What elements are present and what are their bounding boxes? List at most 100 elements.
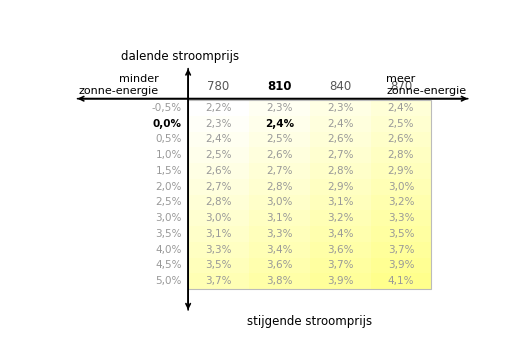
Text: 3,1%: 3,1% <box>266 213 293 223</box>
Bar <box>188 242 249 257</box>
Text: 3,3%: 3,3% <box>266 229 293 239</box>
Text: 4,0%: 4,0% <box>155 244 182 255</box>
Bar <box>249 116 310 132</box>
Text: 780: 780 <box>207 80 230 93</box>
Bar <box>188 132 249 147</box>
Bar <box>371 179 431 194</box>
Bar <box>371 257 431 273</box>
Text: stijgende stroomprijs: stijgende stroomprijs <box>247 315 372 328</box>
Bar <box>371 100 431 116</box>
Bar <box>310 194 371 210</box>
Text: 2,4%: 2,4% <box>205 134 232 144</box>
Text: 3,5%: 3,5% <box>388 229 414 239</box>
Text: 2,9%: 2,9% <box>327 182 353 192</box>
Text: 3,1%: 3,1% <box>327 197 353 207</box>
Text: minder
zonne-energie: minder zonne-energie <box>79 74 159 96</box>
Text: 3,6%: 3,6% <box>327 244 353 255</box>
Text: 3,7%: 3,7% <box>327 261 353 270</box>
Bar <box>188 116 249 132</box>
Text: 3,5%: 3,5% <box>155 229 182 239</box>
Bar <box>188 100 431 289</box>
Text: 1,0%: 1,0% <box>155 150 182 160</box>
Bar <box>188 226 249 242</box>
Bar <box>310 257 371 273</box>
Bar <box>310 100 371 116</box>
Bar <box>371 163 431 179</box>
Bar <box>310 210 371 226</box>
Text: 3,3%: 3,3% <box>205 244 232 255</box>
Bar <box>371 132 431 147</box>
Text: 2,8%: 2,8% <box>388 150 414 160</box>
Bar <box>188 273 249 289</box>
Text: 2,5%: 2,5% <box>205 150 232 160</box>
Bar <box>188 100 249 116</box>
Text: 870: 870 <box>390 80 412 93</box>
Text: -0,5%: -0,5% <box>152 103 182 113</box>
Text: 3,7%: 3,7% <box>205 276 232 286</box>
Text: 3,7%: 3,7% <box>388 244 414 255</box>
Text: 2,3%: 2,3% <box>327 103 353 113</box>
Text: 2,8%: 2,8% <box>205 197 232 207</box>
Bar <box>310 132 371 147</box>
Text: 2,7%: 2,7% <box>205 182 232 192</box>
Bar <box>310 273 371 289</box>
Bar <box>371 226 431 242</box>
Bar <box>249 194 310 210</box>
Text: 3,0%: 3,0% <box>266 197 293 207</box>
Text: 3,3%: 3,3% <box>388 213 414 223</box>
Text: 2,7%: 2,7% <box>266 166 293 176</box>
Text: meer
zonne-energie: meer zonne-energie <box>386 74 467 96</box>
Text: 3,0%: 3,0% <box>205 213 232 223</box>
Text: 2,4%: 2,4% <box>265 119 294 129</box>
Bar <box>249 257 310 273</box>
Bar <box>371 116 431 132</box>
Bar <box>371 273 431 289</box>
Text: 5,0%: 5,0% <box>155 276 182 286</box>
Text: 3,1%: 3,1% <box>205 229 232 239</box>
Bar <box>188 163 249 179</box>
Text: 2,4%: 2,4% <box>327 119 353 129</box>
Text: 2,6%: 2,6% <box>327 134 353 144</box>
Bar <box>249 210 310 226</box>
Bar <box>310 147 371 163</box>
Bar <box>371 147 431 163</box>
Text: 3,2%: 3,2% <box>388 197 414 207</box>
Text: 3,5%: 3,5% <box>205 261 232 270</box>
Text: 2,2%: 2,2% <box>205 103 232 113</box>
Bar <box>310 226 371 242</box>
Text: 810: 810 <box>267 80 292 93</box>
Text: 2,8%: 2,8% <box>266 182 293 192</box>
Bar <box>249 147 310 163</box>
Bar <box>188 194 249 210</box>
Bar <box>249 242 310 257</box>
Bar <box>249 273 310 289</box>
Bar <box>249 163 310 179</box>
Bar <box>371 194 431 210</box>
Text: 2,0%: 2,0% <box>155 182 182 192</box>
Bar <box>310 163 371 179</box>
Text: 3,0%: 3,0% <box>155 213 182 223</box>
Bar <box>188 179 249 194</box>
Text: 2,4%: 2,4% <box>388 103 414 113</box>
Text: 2,3%: 2,3% <box>205 119 232 129</box>
Text: 2,3%: 2,3% <box>266 103 293 113</box>
Text: 2,5%: 2,5% <box>388 119 414 129</box>
Text: 2,6%: 2,6% <box>388 134 414 144</box>
Text: 3,6%: 3,6% <box>266 261 293 270</box>
Text: 0,0%: 0,0% <box>153 119 182 129</box>
Bar <box>249 132 310 147</box>
Text: 2,8%: 2,8% <box>327 166 353 176</box>
Text: 4,5%: 4,5% <box>155 261 182 270</box>
Text: 2,7%: 2,7% <box>327 150 353 160</box>
Bar <box>371 210 431 226</box>
Text: 0,5%: 0,5% <box>155 134 182 144</box>
Text: 840: 840 <box>329 80 351 93</box>
Bar <box>249 179 310 194</box>
Text: 3,9%: 3,9% <box>388 261 414 270</box>
Text: 2,9%: 2,9% <box>388 166 414 176</box>
Text: 3,4%: 3,4% <box>327 229 353 239</box>
Bar <box>310 116 371 132</box>
Bar <box>188 210 249 226</box>
Text: 3,2%: 3,2% <box>327 213 353 223</box>
Bar <box>249 100 310 116</box>
